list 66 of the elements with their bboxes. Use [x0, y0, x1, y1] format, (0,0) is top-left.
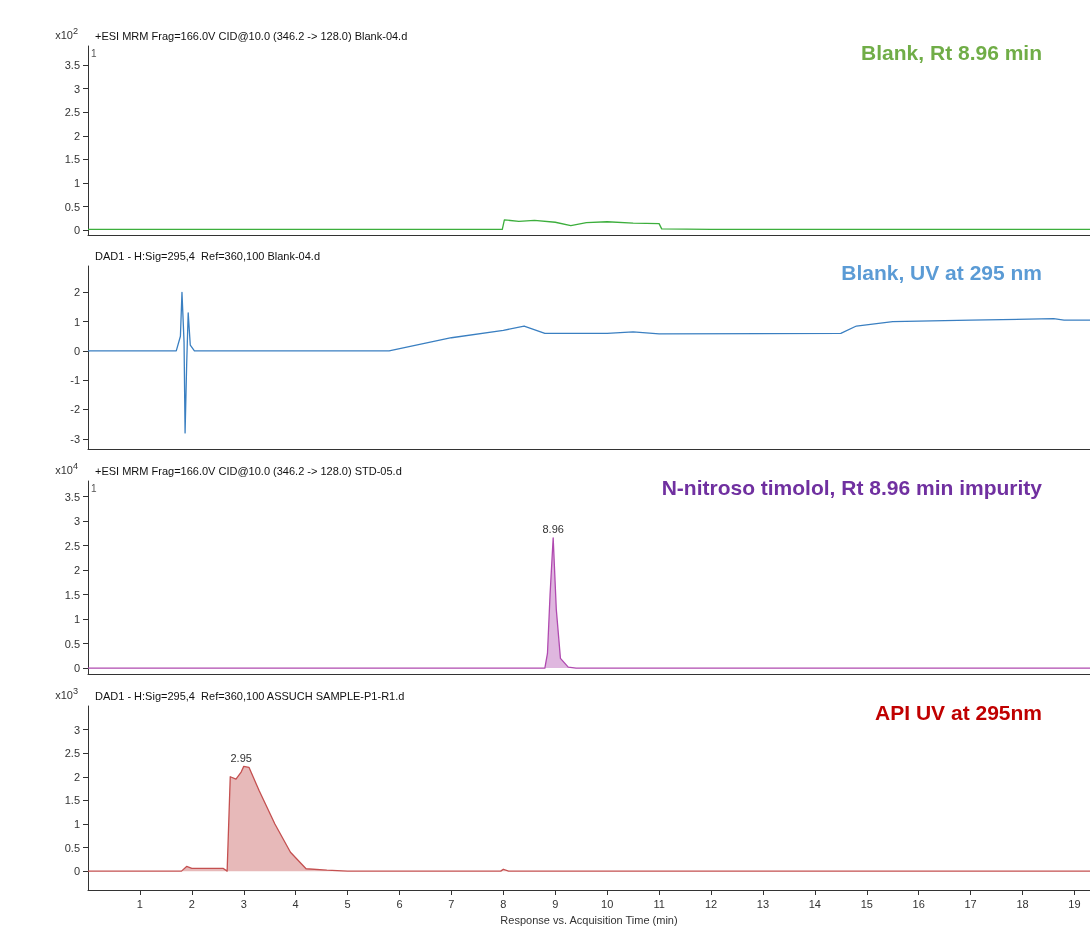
- line-series: [87, 291, 1090, 434]
- chart-title: +ESI MRM Frag=166.0V CID@10.0 (346.2 -> 128.0) Blank-04.d: [95, 29, 408, 42]
- y-tick-label: 1: [73, 613, 80, 626]
- y-tick-label: 2: [73, 770, 80, 783]
- y-tick-label: 3: [73, 515, 80, 528]
- chart-title: +ESI MRM Frag=166.0V CID@10.0 (346.2 -> 128.0) STD-05.d: [95, 464, 402, 477]
- y-tick-label: -3: [70, 432, 80, 445]
- annotation: 2.95: [230, 751, 252, 764]
- x-tick-label: 7: [448, 897, 455, 910]
- y-tick-label: 1: [73, 315, 80, 328]
- line-series: [87, 219, 1090, 230]
- x-tick-label: 16: [912, 897, 925, 910]
- x-tick-label: 14: [808, 897, 821, 910]
- y-tick-label: 2.5: [64, 747, 80, 760]
- x-tick-label: 17: [964, 897, 977, 910]
- y-tick-label: 0.5: [64, 637, 80, 650]
- y-tick-label: 1: [73, 177, 80, 190]
- y-tick-label: 0: [73, 344, 80, 357]
- x-tick-label: 19: [1068, 897, 1081, 910]
- x-tick-label: 11: [653, 897, 665, 910]
- x-tick-label: 4: [292, 897, 299, 910]
- y-tick-label: 1: [73, 817, 80, 830]
- chart-title: DAD1 - H:Sig=295,4 Ref=360,100 Blank-04.d: [95, 249, 321, 262]
- y-tick-label: 1.5: [64, 588, 80, 601]
- y-tick-label: 1.5: [64, 794, 80, 807]
- x-tick-label: 5: [344, 897, 351, 910]
- x-tick-label: 9: [552, 897, 559, 910]
- y-tick-label: 3: [73, 723, 80, 736]
- annotation: 8.96: [542, 523, 564, 536]
- y-tick-label: 2.5: [64, 539, 80, 552]
- y-tick-label: 0.5: [64, 200, 80, 213]
- x-tick-label: 3: [240, 897, 247, 910]
- y-tick-label: 0: [73, 865, 80, 878]
- y-tick-label: 0: [73, 224, 80, 237]
- annotation: N-nitroso timolol, Rt 8.96 min impurity: [661, 476, 1043, 499]
- y-axis-title: x10$^{4}$: [55, 461, 78, 476]
- y-tick-label: -2: [70, 403, 80, 416]
- y-tick-label: 2.5: [64, 106, 80, 119]
- y-tick-label: 2: [73, 286, 80, 299]
- y-axis-title: x10$^{2}$: [55, 26, 78, 41]
- y-tick-label: 3: [73, 82, 80, 95]
- annotation: API UV at 295nm: [875, 701, 1043, 724]
- y-axis-title: x10$^{3}$: [55, 686, 78, 701]
- x-tick-label: 18: [1016, 897, 1029, 910]
- y-tick-label: 2: [73, 129, 80, 142]
- y-tick-label: 0.5: [64, 841, 80, 854]
- x-tick-label: 15: [860, 897, 873, 910]
- x-tick-label: 6: [396, 897, 403, 910]
- y-tick-label: 3.5: [64, 490, 80, 503]
- x-tick-label: 13: [756, 897, 770, 910]
- x-tick-label: 2: [188, 897, 195, 910]
- annotation: 1: [91, 47, 97, 59]
- y-tick-label: 2: [73, 564, 80, 577]
- x-tick-label: 12: [704, 897, 718, 910]
- x-tick-label: 8: [500, 897, 507, 910]
- y-tick-label: 3.5: [64, 58, 80, 71]
- y-tick-label: 1.5: [64, 153, 80, 166]
- chart-title: DAD1 - H:Sig=295,4 Ref=360,100 ASSUCH SAMPLE-P1-R1.d: [95, 689, 405, 702]
- x-axis-title: Response vs. Acquisition Time (min): [500, 913, 678, 926]
- y-tick-label: 0: [73, 662, 80, 675]
- x-tick-label: 10: [601, 897, 614, 910]
- y-tick-label: -1: [70, 374, 80, 387]
- annotation: Blank, UV at 295 nm: [841, 261, 1043, 284]
- x-tick-label: 1: [136, 897, 143, 910]
- annotation: Blank, Rt 8.96 min: [861, 41, 1042, 64]
- annotation: 1: [91, 482, 97, 494]
